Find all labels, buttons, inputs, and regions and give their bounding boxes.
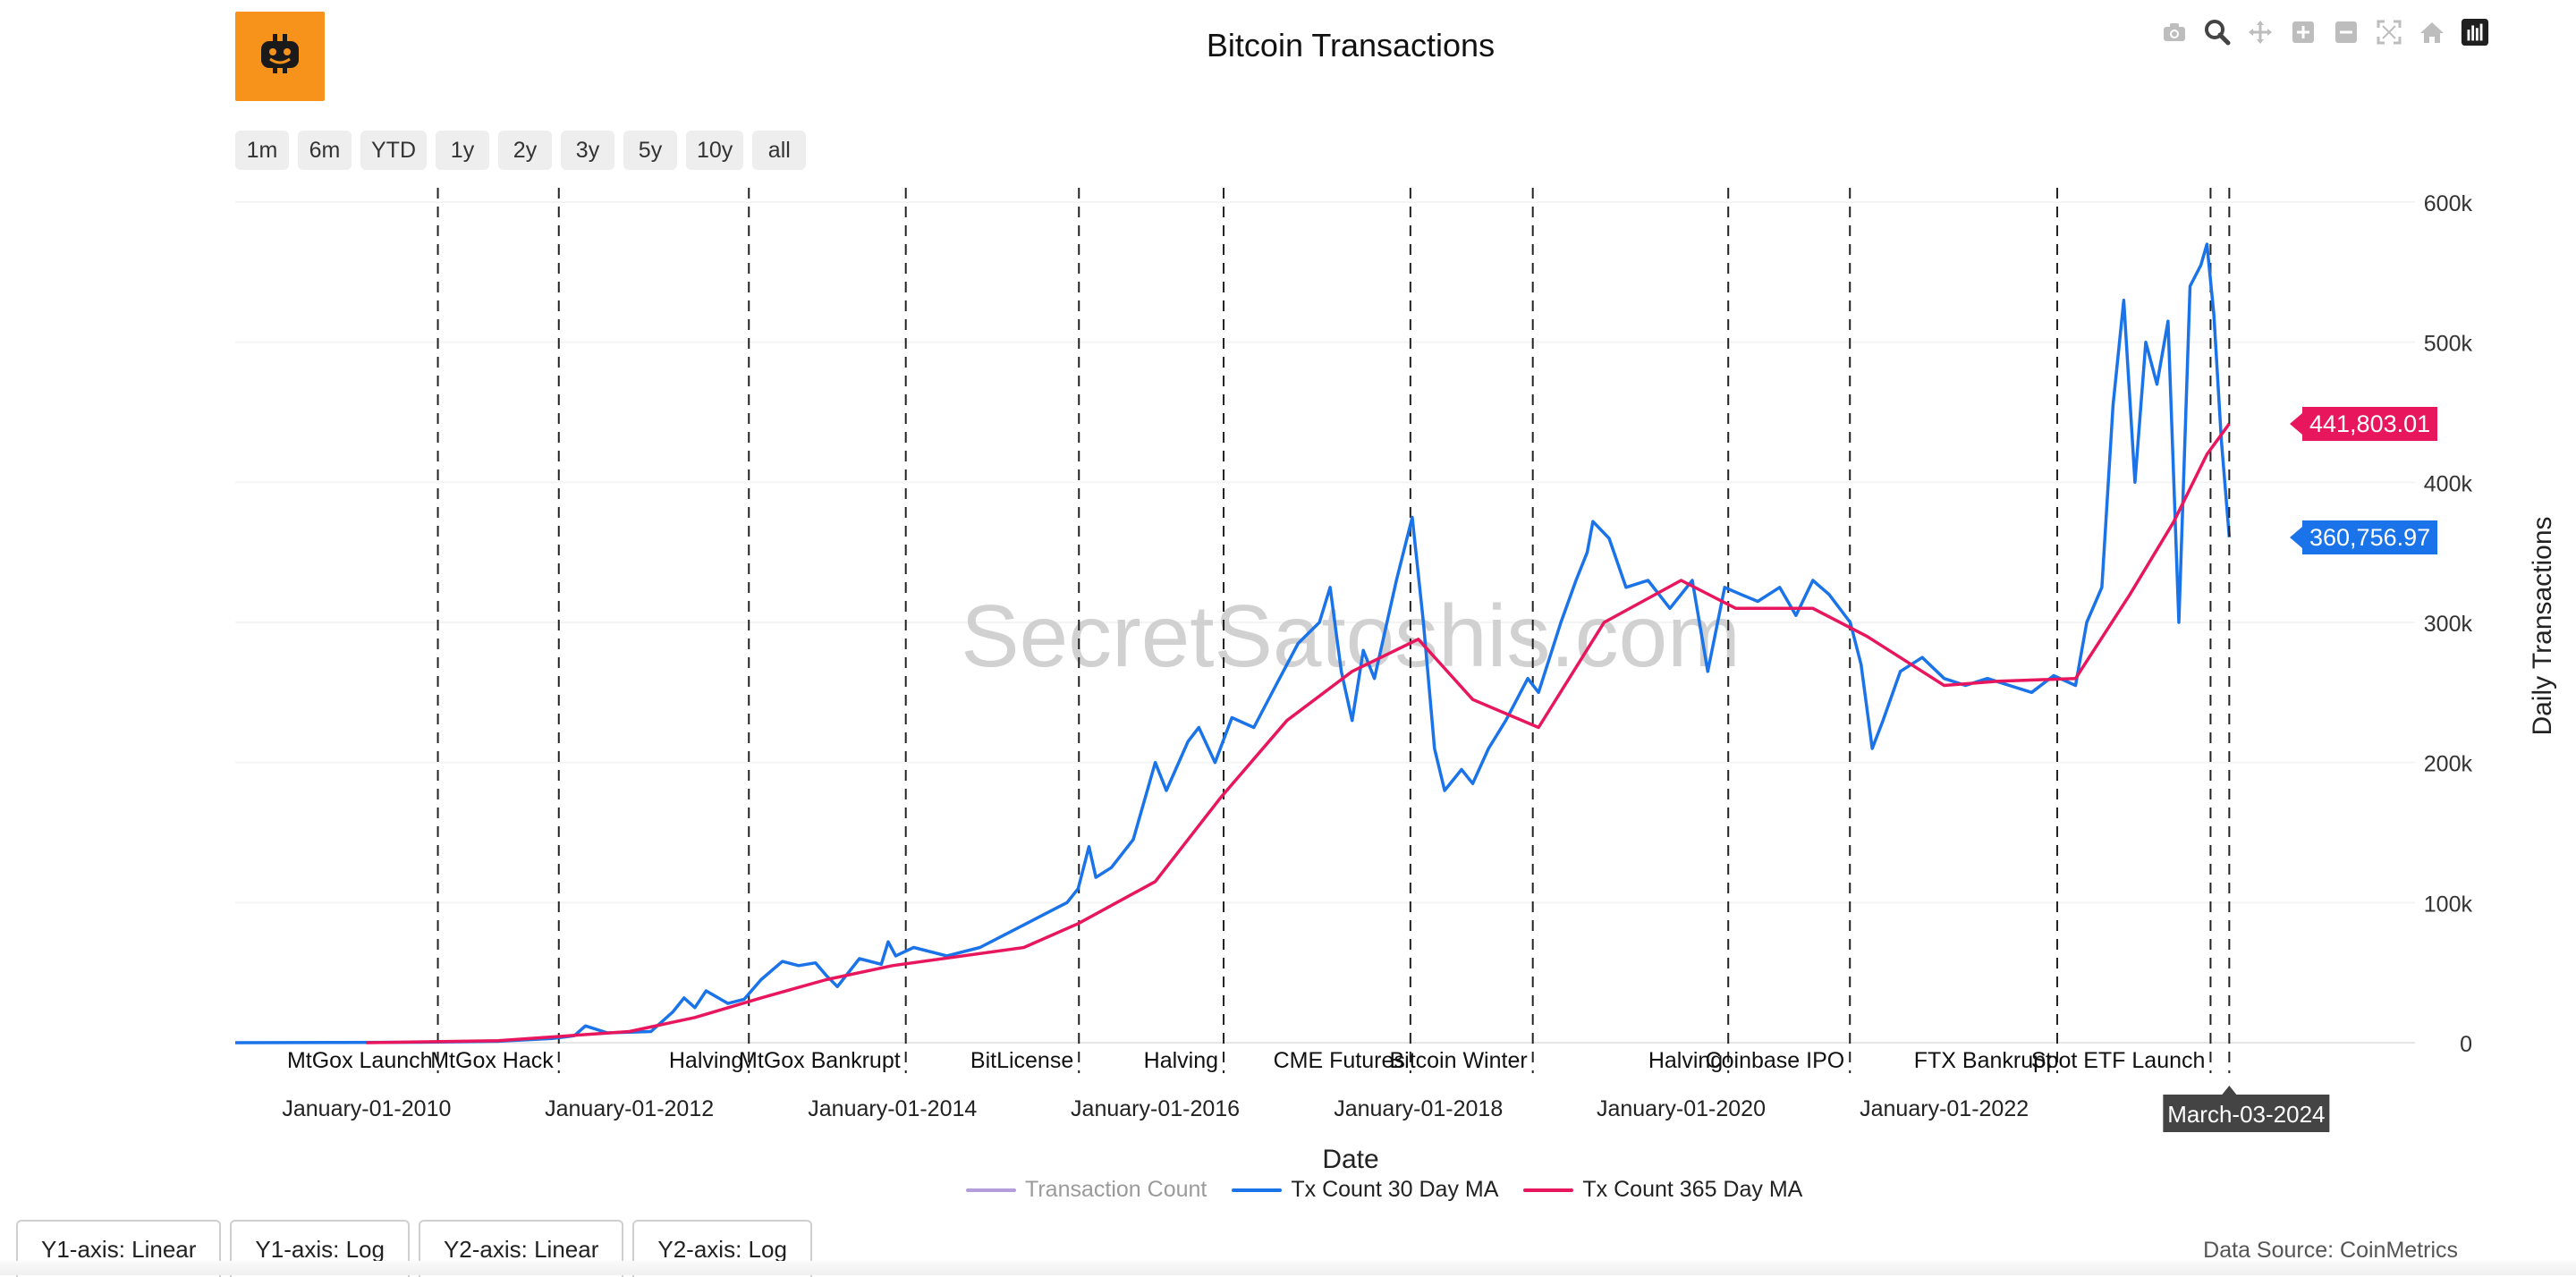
event-label: Halving	[669, 1048, 743, 1073]
legend: Transaction Count Tx Count 30 Day MA Tx …	[966, 1177, 1802, 1203]
camera-icon[interactable]	[2160, 18, 2189, 47]
x-tick-label: January-01-2012	[545, 1096, 714, 1121]
event-label: Halving	[1648, 1048, 1723, 1073]
pan-icon[interactable]	[2246, 18, 2275, 47]
range-button-6m[interactable]: 6m	[298, 131, 352, 170]
x-tick-label: January-01-2022	[1860, 1096, 2029, 1121]
range-button-all[interactable]: all	[752, 131, 807, 170]
hover-crosshair: March-03-2024	[2163, 188, 2330, 1132]
legend-item-tx-365d-ma[interactable]: Tx Count 365 Day MA	[1523, 1177, 1802, 1203]
range-button-1y[interactable]: 1y	[436, 131, 489, 170]
range-button-10y[interactable]: 10y	[686, 131, 744, 170]
x-axis: January-01-2010 January-01-2012 January-01…	[282, 1096, 2029, 1121]
legend-swatch	[1232, 1188, 1283, 1192]
autoscale-icon[interactable]	[2375, 18, 2403, 47]
event-label: CME Futures	[1274, 1048, 1405, 1073]
hover-date-label: March-03-2024	[2163, 1086, 2330, 1132]
event-label: Spot ETF Launch	[2031, 1048, 2206, 1073]
hover-value-365d: 441,803.01	[2309, 410, 2431, 437]
chart-title: Bitcoin Transactions	[1206, 27, 1496, 63]
hover-label-30d: 360,756.97	[2290, 520, 2438, 554]
bitcoin-logo	[235, 12, 325, 101]
data-source: Data Source: CoinMetrics	[2203, 1238, 2458, 1263]
range-button-3y[interactable]: 3y	[561, 131, 614, 170]
series-lines[interactable]	[234, 242, 2232, 1044]
gridlines	[235, 201, 2415, 1044]
legend-label: Tx Count 30 Day MA	[1291, 1177, 1499, 1202]
modebar-toolbar	[2160, 13, 2489, 52]
range-selector: 1m 6m YTD 1y 2y 3y 5y 10y all	[235, 131, 807, 170]
event-label: BitLicense	[970, 1048, 1073, 1073]
event-label: Bitcoin Winter	[1389, 1048, 1527, 1073]
zoom-icon[interactable]	[2203, 18, 2232, 47]
y-tick-label: 300k	[2424, 612, 2473, 637]
x-tick-label: January-01-2020	[1597, 1096, 1766, 1121]
legend-swatch	[966, 1188, 1016, 1192]
series-line[interactable]	[234, 242, 2232, 1044]
y-tick-label: 100k	[2424, 892, 2473, 917]
range-button-2y[interactable]: 2y	[498, 131, 552, 170]
hover-value-30d: 360,756.97	[2309, 523, 2431, 551]
legend-item-tx-30d-ma[interactable]: Tx Count 30 Day MA	[1232, 1177, 1498, 1203]
event-label: MtGox Bankrupt	[739, 1048, 901, 1073]
hover-label-365d: 441,803.01	[2290, 406, 2438, 441]
x-tick-label: January-01-2010	[282, 1096, 451, 1121]
y-tick-label: 0	[2460, 1032, 2472, 1057]
y-tick-label: 200k	[2424, 752, 2473, 777]
series-line[interactable]	[366, 422, 2231, 1044]
bitcoin-face-icon	[261, 34, 299, 73]
zoom-in-icon[interactable]	[2289, 18, 2318, 47]
x-tick-label: January-01-2018	[1334, 1096, 1503, 1121]
y-axis-title: Daily Transactions	[2528, 516, 2557, 735]
y-tick-label: 600k	[2424, 191, 2473, 216]
zoom-out-icon[interactable]	[2332, 18, 2360, 47]
legend-label: Tx Count 365 Day MA	[1582, 1177, 1803, 1202]
x-tick-label: January-01-2016	[1071, 1096, 1240, 1121]
legend-swatch	[1523, 1188, 1574, 1192]
watermark: SecretSatoshis.com	[961, 587, 1740, 685]
event-label: Halving	[1144, 1048, 1218, 1073]
y-tick-label: 400k	[2424, 471, 2473, 496]
y-tick-label: 500k	[2424, 332, 2473, 357]
reset-axes-icon[interactable]	[2418, 18, 2446, 47]
x-axis-title: Date	[1322, 1145, 1378, 1174]
y-axis: 0 100k 200k 300k 400k 500k 600k	[2424, 191, 2473, 1057]
event-label: Coinbase IPO	[1706, 1048, 1845, 1073]
x-tick-label: January-01-2014	[808, 1096, 977, 1121]
event-label: MtGox Launch	[287, 1048, 433, 1073]
legend-label: Transaction Count	[1025, 1177, 1208, 1202]
hover-date-text: March-03-2024	[2167, 1101, 2325, 1128]
event-label: MtGox Hack	[430, 1048, 554, 1073]
range-button-5y[interactable]: 5y	[623, 131, 677, 170]
plotly-logo-icon[interactable]	[2461, 18, 2489, 47]
range-button-ytd[interactable]: YTD	[360, 131, 427, 170]
page-footer-edge	[0, 1261, 2576, 1275]
event-label: FTX Bankrupt	[1914, 1048, 2052, 1073]
legend-item-transaction-count[interactable]: Transaction Count	[966, 1177, 1207, 1203]
range-button-1m[interactable]: 1m	[235, 131, 289, 170]
